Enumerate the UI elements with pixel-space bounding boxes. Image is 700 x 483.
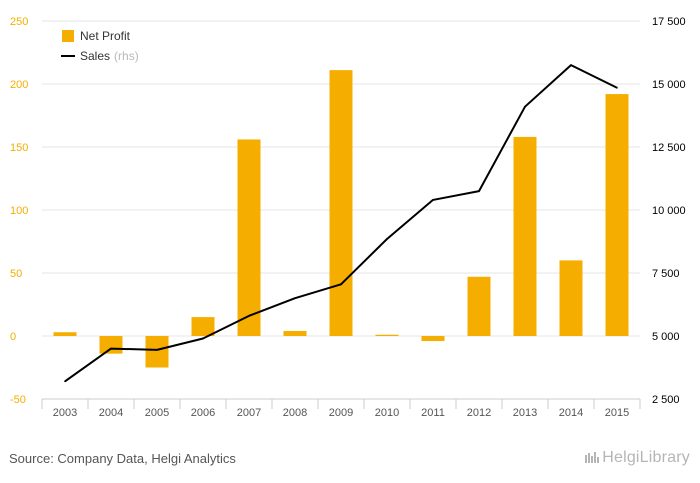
sales-line-layer: [64, 64, 618, 383]
logo-text: HelgiLibrary: [602, 449, 690, 466]
left-axis-ticks: 250 200 150 100 50 0 -50: [10, 16, 28, 406]
x-tick-label-2013: 2013: [513, 407, 537, 419]
x-tick-label-2003: 2003: [53, 407, 77, 419]
net-profit-bar-2008: [283, 330, 307, 336]
net-profit-bar-2013: [513, 136, 537, 336]
net-profit-bars: [53, 70, 629, 368]
right-tick-label-5: 5 000: [652, 331, 680, 343]
net-profit-bar-2012: [467, 276, 491, 336]
right-tick-label-3: 10 000: [652, 205, 686, 217]
x-tick-label-2005: 2005: [145, 407, 169, 419]
net-profit-bar-2003: [53, 332, 77, 336]
right-tick-label-0: 17 500: [652, 16, 686, 28]
source-note: Source: Company Data, Helgi Analytics: [9, 451, 236, 466]
legend-sales-suffix: (rhs): [114, 49, 139, 63]
sales-point-2013: [524, 105, 526, 108]
sales-point-2011: [432, 199, 434, 201]
legend-sales-label: Sales (rhs): [80, 49, 139, 63]
sales-point-2015: [616, 86, 618, 89]
sales-point-2012: [478, 190, 480, 192]
x-tick-label-2004: 2004: [99, 407, 123, 419]
x-tick-label-2006: 2006: [191, 407, 215, 419]
x-tick-label-2009: 2009: [329, 407, 353, 419]
x-tick-label-2011: 2011: [421, 407, 445, 419]
net-profit-bar-2011: [421, 336, 445, 342]
left-tick-label-6: -50: [10, 394, 26, 406]
x-tick-label-2015: 2015: [605, 407, 629, 419]
sales-point-2009: [340, 283, 342, 286]
legend-sales-name: Sales: [80, 49, 110, 63]
right-tick-label-1: 15 000: [652, 79, 686, 91]
sales-point-2014: [570, 64, 572, 66]
legend-net-profit-label: Net Profit: [80, 29, 131, 43]
net-profit-bar-2014: [559, 260, 583, 336]
net-profit-bar-2010: [375, 334, 399, 336]
right-tick-label-6: 2 500: [652, 394, 680, 406]
right-tick-label-4: 7 500: [652, 268, 680, 280]
x-tick-label-2012: 2012: [467, 407, 491, 419]
net-profit-bar-2006: [191, 317, 215, 336]
x-tick-label-2010: 2010: [375, 407, 399, 419]
x-tick-label-2008: 2008: [283, 407, 307, 419]
left-tick-label-2: 150: [10, 142, 28, 154]
net-profit-bar-2009: [329, 70, 353, 336]
left-tick-label-1: 200: [10, 79, 28, 91]
x-tick-label-2007: 2007: [237, 407, 261, 419]
left-tick-label-3: 100: [10, 205, 28, 217]
x-axis-ticks: 2003 2004 2005 2006 2007 2008 2009 2010 2011 2012…: [53, 407, 629, 419]
net-profit-bar-2007: [237, 139, 261, 336]
helgi-library-logo: HelgiLibrary: [585, 449, 690, 467]
legend: Net Profit Sales (rhs): [61, 29, 139, 63]
x-tick-label-2014: 2014: [559, 407, 583, 419]
sales-point-2005: [156, 349, 158, 351]
net-profit-bar-2004: [99, 336, 123, 354]
net-profit-bar-2005: [145, 336, 169, 368]
right-axis-ticks: 17 500 15 000 12 500 10 000 7 500 5 000 2 500: [652, 16, 686, 406]
sales-point-2010: [386, 238, 388, 240]
sales-point-2007: [248, 315, 250, 317]
legend-net-profit-swatch: [62, 30, 74, 42]
right-tick-label-2: 12 500: [652, 142, 686, 154]
combo-chart: 250 200 150 100 50 0 -50 17 500 15 000 12 500 10 …: [10, 16, 686, 419]
library-logo-icon: [585, 452, 600, 463]
sales-point-2008: [294, 297, 296, 300]
sales-point-2004: [110, 347, 112, 350]
sales-point-2003: [64, 380, 66, 383]
left-tick-label-0: 250: [10, 16, 28, 28]
left-tick-label-5: 0: [10, 331, 16, 343]
left-tick-label-4: 50: [10, 268, 22, 280]
sales-point-2006: [202, 337, 204, 340]
net-profit-bar-2015: [605, 94, 629, 336]
